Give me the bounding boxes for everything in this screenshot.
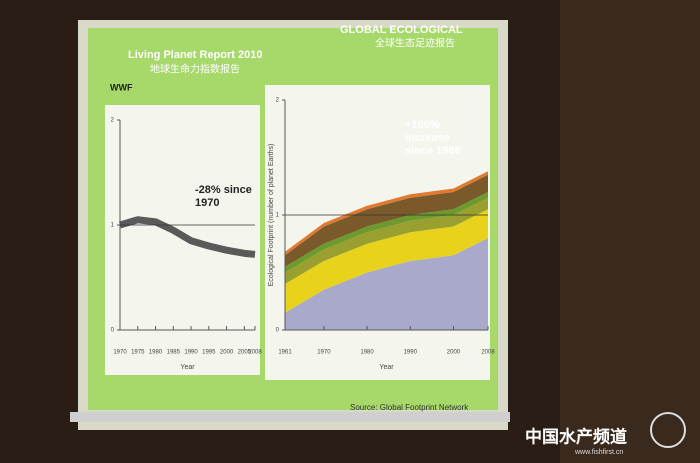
annotation: -28% since 1970 bbox=[195, 184, 252, 209]
y-tick-label: 2 bbox=[276, 98, 280, 104]
left-panel bbox=[105, 105, 260, 375]
area bbox=[285, 238, 488, 330]
x-tick-label: 1985 bbox=[167, 350, 181, 356]
x-tick-label: 1970 bbox=[113, 350, 127, 356]
x-tick-label: 2000 bbox=[447, 350, 461, 356]
y-axis-label: Ecological Footprint (number of planet E… bbox=[268, 144, 275, 287]
x-tick-label: 2005 bbox=[238, 350, 252, 356]
area bbox=[285, 197, 488, 284]
slide-heading-cn: 全球生态足迹报告 bbox=[375, 37, 455, 50]
y-tick-label: 0 bbox=[111, 328, 115, 334]
x-tick-label: 2008 bbox=[481, 350, 495, 356]
x-tick-label: 1990 bbox=[404, 350, 418, 356]
x-tick-label: 2008 bbox=[248, 350, 262, 356]
x-axis-label: Year bbox=[379, 364, 394, 371]
x-tick-label: 1995 bbox=[202, 350, 216, 356]
area bbox=[285, 171, 488, 256]
screen-bar bbox=[70, 412, 510, 422]
x-tick-label: 1980 bbox=[149, 350, 163, 356]
area bbox=[285, 192, 488, 273]
x-axis-label: Year bbox=[180, 364, 195, 371]
annotation: +100% increase since 1966 bbox=[405, 119, 461, 157]
watermark: 中国水产频道 bbox=[525, 426, 627, 446]
source: Source: Global Footprint Network bbox=[350, 403, 469, 412]
y-tick-label: 1 bbox=[111, 223, 115, 229]
slide-title-cn: 地球生命力指数报告 bbox=[150, 63, 240, 76]
slide-title: Living Planet Report 2010 bbox=[128, 49, 262, 61]
logo: WWF bbox=[110, 82, 133, 92]
watermark-logo bbox=[650, 412, 686, 448]
x-tick-label: 1980 bbox=[360, 350, 374, 356]
x-tick-label: 1975 bbox=[131, 350, 145, 356]
y-tick-label: 0 bbox=[276, 328, 280, 334]
area bbox=[285, 174, 488, 267]
y-tick-label: 1 bbox=[276, 213, 280, 219]
index-line bbox=[119, 216, 256, 258]
x-tick-label: 1961 bbox=[278, 350, 292, 356]
x-tick-label: 1970 bbox=[317, 350, 331, 356]
watermark-url: www.fishfirst.cn bbox=[574, 449, 623, 456]
wall bbox=[560, 0, 700, 463]
slide-heading: GLOBAL ECOLOGICAL bbox=[340, 24, 463, 36]
y-tick-label: 2 bbox=[111, 118, 115, 124]
x-tick-label: 2000 bbox=[220, 350, 234, 356]
x-tick-label: 1990 bbox=[184, 350, 198, 356]
area bbox=[285, 209, 488, 313]
